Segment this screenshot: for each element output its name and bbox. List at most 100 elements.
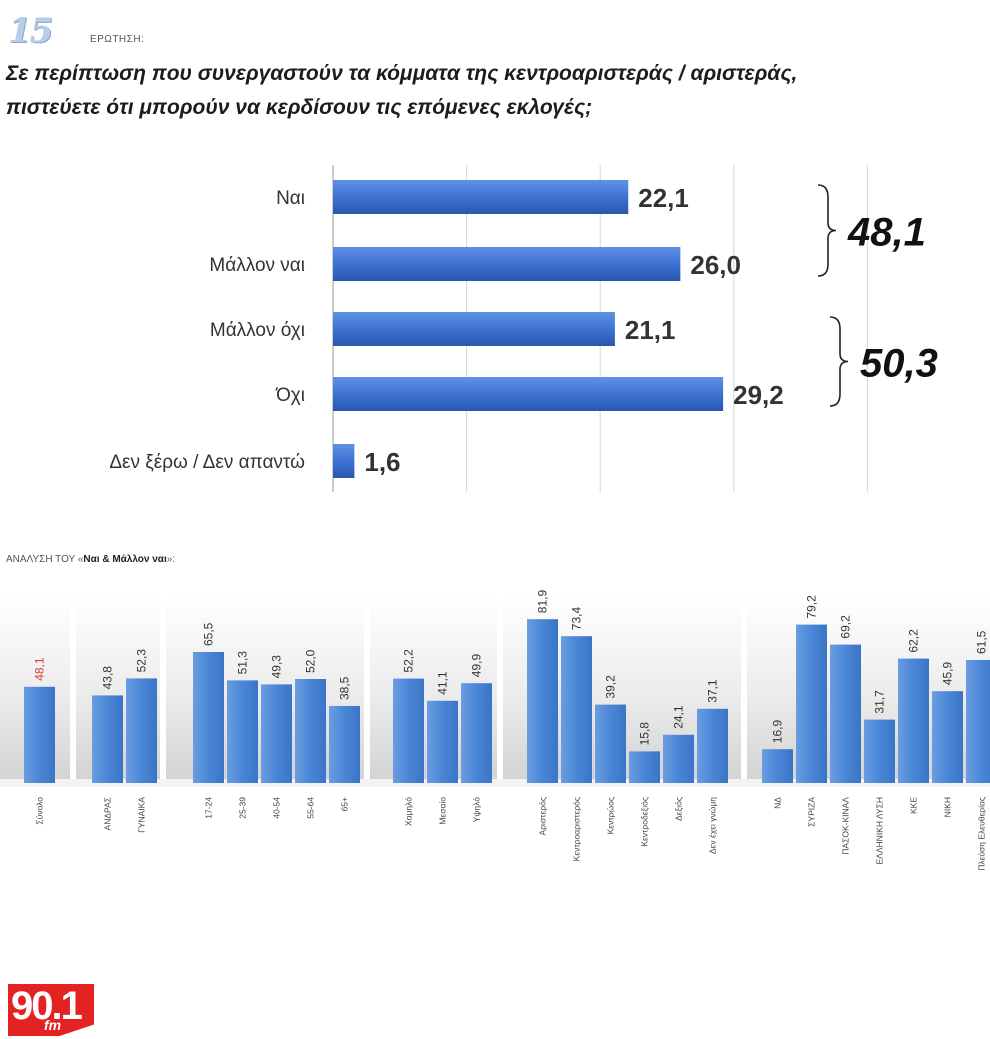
bar [527,619,558,783]
bar [561,636,592,783]
bar [333,444,355,478]
question-number: 15 [8,11,53,51]
logo-shield [8,984,94,1036]
category-label: Μεσαίο [438,797,448,825]
data-label: 1,6 [364,447,400,477]
data-label: 69,2 [839,615,853,639]
bar [126,678,157,783]
category-label: 65+ [340,797,350,811]
bar [193,652,224,783]
data-label: 24,1 [672,705,686,729]
category-label: Αριστερός [538,797,548,835]
data-label: 61,5 [975,630,989,654]
data-label: 39,2 [604,675,618,699]
logo-fm: fm [44,1017,62,1033]
category-label: Δεν έχει γνώμη [708,797,718,854]
bar [932,691,963,783]
data-label: 22,1 [638,183,689,213]
group-backdrop [370,595,497,783]
group-brace [817,184,837,277]
bar [697,708,728,783]
group-total: 50,3 [860,342,938,386]
bar [333,180,629,214]
bar [333,247,681,281]
data-label: 52,3 [135,649,149,673]
data-label: 52,0 [304,649,318,673]
category-label: Δεν ξέρω / Δεν απαντώ [109,452,305,473]
breakdown-title-bold: Ναι & Μάλλον ναι [83,554,167,565]
data-label: 16,9 [771,720,785,744]
data-label: 29,2 [733,380,784,410]
category-label: Δεξιός [674,797,684,821]
category-label: ΝΔ [773,797,783,809]
category-label: Υψηλό [472,797,482,823]
bar [92,695,123,783]
bar [427,700,458,783]
data-label: 49,9 [470,654,484,678]
question-text-line1: Σε περίπτωση που συνεργαστούν τα κόμματα… [6,62,798,85]
category-label: ΓΥΝΑΙΚΑ [137,797,147,833]
breakdown-title-suffix: »: [166,554,176,565]
category-label: ΠΑΣΟΚ-ΚΙΝΑΛ [841,797,851,855]
bar [595,704,626,783]
data-label: 38,5 [338,676,352,700]
category-label: ΝΙΚΗ [943,797,953,817]
bar [830,644,861,783]
bar [796,624,827,783]
data-label: 52,2 [402,649,416,673]
bar [629,751,660,783]
group-backdrop [166,595,364,783]
bar [333,377,724,411]
data-label: 31,7 [873,690,887,714]
floor-band [0,779,990,787]
main-horizontal-bar-chart: Ναι 22,1 Μάλλον ναι 26,0 Μάλλον όχι 21,1 Όχι 29… [109,165,938,492]
bar [333,312,615,346]
bar [461,683,492,783]
category-label: 55-64 [306,797,316,819]
category-label: 17-24 [204,797,214,819]
breakdown-title: ΑΝΑΛΥΣΗ ΤΟΥ «Ναι & Μάλλον ναι»: [6,554,175,565]
group-backdrop [747,595,990,783]
bar [261,684,292,783]
bar [966,660,990,783]
category-label: Κεντροδεξιός [640,797,650,847]
data-label: 62,2 [907,629,921,653]
data-label: 15,8 [638,722,652,746]
category-label: Κεντρώος [606,797,616,834]
category-label: Κεντροαριστερός [572,797,582,861]
data-label: 49,3 [270,655,284,679]
breakdown-title-prefix: ΑΝΑΛΥΣΗ ΤΟΥ « [6,554,84,565]
data-label: 26,0 [690,250,741,280]
data-label: 21,1 [625,315,676,345]
bar [898,658,929,783]
bar [24,686,55,783]
question-text-line2: πιστεύετε ότι μπορούν να κερδίσουν τις ε… [6,96,593,119]
data-label: 45,9 [941,662,955,686]
category-label: Πλεύση Ελευθερίας [977,797,987,871]
group-backdrop [76,595,160,783]
category-label: Μάλλον ναι [209,255,305,276]
category-label: Χαμηλό [404,797,414,826]
bar [295,679,326,783]
category-label: Μάλλον όχι [210,320,305,341]
data-label: 65,5 [202,622,216,646]
category-label: Σύνολο [35,797,45,825]
question-word: ΕΡΩΤΗΣΗ: [90,34,145,45]
bar [227,680,258,783]
radio-logo: 90.1 fm [8,984,94,1036]
category-label: 25-39 [238,797,248,819]
category-label: Ναι [276,188,305,209]
data-label: 81,9 [536,590,550,614]
category-label: ΑΝΔΡΑΣ [103,797,113,830]
data-label: 48,1 [33,657,47,681]
group-backdrop [503,595,741,783]
data-label: 79,2 [805,595,819,619]
category-label: ΕΛΛΗΝΙΚΗ ΛΥΣΗ [875,797,885,864]
data-label: 37,1 [706,679,720,703]
category-label: 40-54 [272,797,282,819]
data-label: 51,3 [236,651,250,675]
group-total: 48,1 [847,211,926,255]
data-label: 43,8 [101,666,115,690]
bar [864,719,895,783]
bar [393,678,424,783]
